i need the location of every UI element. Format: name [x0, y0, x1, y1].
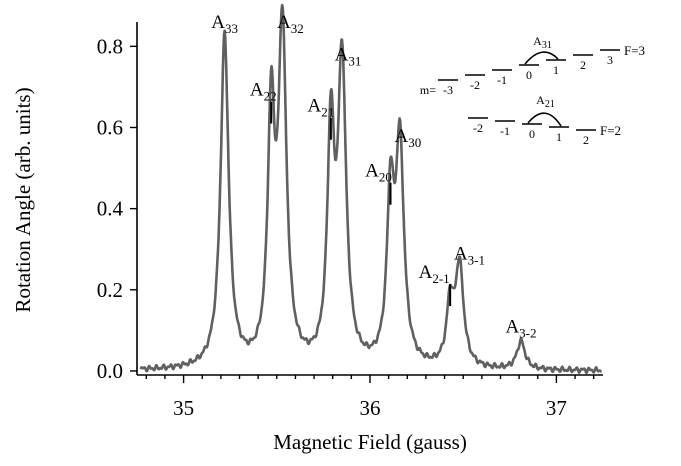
energy-level-label: 0 — [529, 127, 535, 141]
transition-subscript: 21 — [545, 99, 555, 110]
plot-area: 0.00.20.40.60.8 35 36 37 A33A22A32A21A31A2… — [97, 3, 603, 420]
transition-label: A31 — [533, 34, 552, 51]
energy-level-label: 1 — [556, 130, 562, 144]
m-prefix-label: m= — [420, 83, 436, 97]
energy-level-label: 3 — [607, 53, 613, 67]
peak-label: A22 — [250, 79, 277, 103]
peak-label-subscript: 22 — [264, 88, 277, 103]
transition-letter: A — [536, 93, 545, 107]
f-level-label: F=3 — [624, 43, 645, 58]
peak-label-letter: A — [505, 317, 519, 338]
peak-label-letter: A — [454, 244, 468, 265]
spectrum-line — [139, 3, 603, 375]
transition-arc — [524, 51, 559, 65]
peak-label-letter: A — [394, 126, 408, 147]
peak-label-subscript: 33 — [225, 21, 238, 36]
peak-label: A32 — [277, 12, 304, 36]
peak-label-letter: A — [307, 96, 321, 117]
energy-level-label: -1 — [500, 124, 510, 138]
energy-level-label: 0 — [526, 68, 532, 82]
y-ticks: 0.0 0.2 0.4 0.6 0.8 — [97, 34, 137, 383]
energy-level-label: -3 — [443, 83, 453, 97]
peak-label: A2-1 — [419, 262, 450, 286]
y-axis-title: Rotation Angle (arb. units) — [11, 87, 35, 312]
peak-label-letter: A — [365, 161, 379, 182]
peak-label: A33 — [211, 12, 238, 36]
f-level-label: F=2 — [600, 123, 621, 138]
f3-levels: -3 -2 -1 0 1 2 3 m= F=3 A31 — [420, 34, 645, 97]
energy-level-label: -2 — [473, 121, 483, 135]
peak-label-letter: A — [211, 12, 225, 33]
peak-label-subscript: 30 — [408, 135, 421, 150]
transition-label: A21 — [536, 93, 555, 110]
peak-label-subscript: 20 — [379, 170, 392, 185]
energy-level-label: -1 — [497, 73, 507, 87]
energy-level-label: -2 — [470, 78, 480, 92]
y-tick-label: 0.6 — [97, 115, 123, 139]
peak-label: A3-1 — [454, 244, 485, 268]
energy-level-label: 1 — [553, 63, 559, 77]
peak-label: A3-2 — [505, 317, 536, 341]
peak-label: A21 — [307, 96, 334, 120]
peak-label-letter: A — [419, 262, 433, 283]
x-axis-title: Magnetic Field (gauss) — [273, 430, 467, 454]
peak-label-subscript: 3-2 — [519, 326, 536, 341]
energy-level-label: 2 — [580, 58, 586, 72]
peak-label-letter: A — [250, 79, 264, 100]
y-tick-label: 0.0 — [97, 359, 123, 383]
peak-label-subscript: 31 — [348, 54, 361, 69]
y-tick-label: 0.8 — [97, 34, 123, 58]
x-tick-label: 36 — [360, 396, 381, 420]
peak-label: A30 — [394, 126, 421, 150]
transition-subscript: 31 — [542, 40, 552, 51]
y-tick-label: 0.4 — [97, 197, 124, 221]
transition-letter: A — [533, 34, 542, 48]
x-ticks: 35 36 37 — [145, 375, 595, 420]
y-tick-label: 0.2 — [97, 278, 123, 302]
energy-level-label: 2 — [583, 133, 589, 147]
peak-label-letter: A — [335, 45, 349, 66]
transition-arc — [527, 112, 562, 127]
peak-label-subscript: 21 — [321, 105, 334, 120]
peak-label-subscript: 32 — [291, 21, 304, 36]
peak-label-letter: A — [277, 12, 291, 33]
peak-label-subscript: 3-1 — [468, 253, 485, 268]
x-tick-label: 35 — [173, 396, 194, 420]
f2-levels: -2 -1 0 1 2 F=2 A21 — [468, 93, 621, 147]
peak-label-subscript: 2-1 — [432, 271, 449, 286]
peak-label: A31 — [335, 45, 362, 69]
x-tick-label: 37 — [546, 396, 567, 420]
peak-label: A20 — [365, 161, 392, 185]
